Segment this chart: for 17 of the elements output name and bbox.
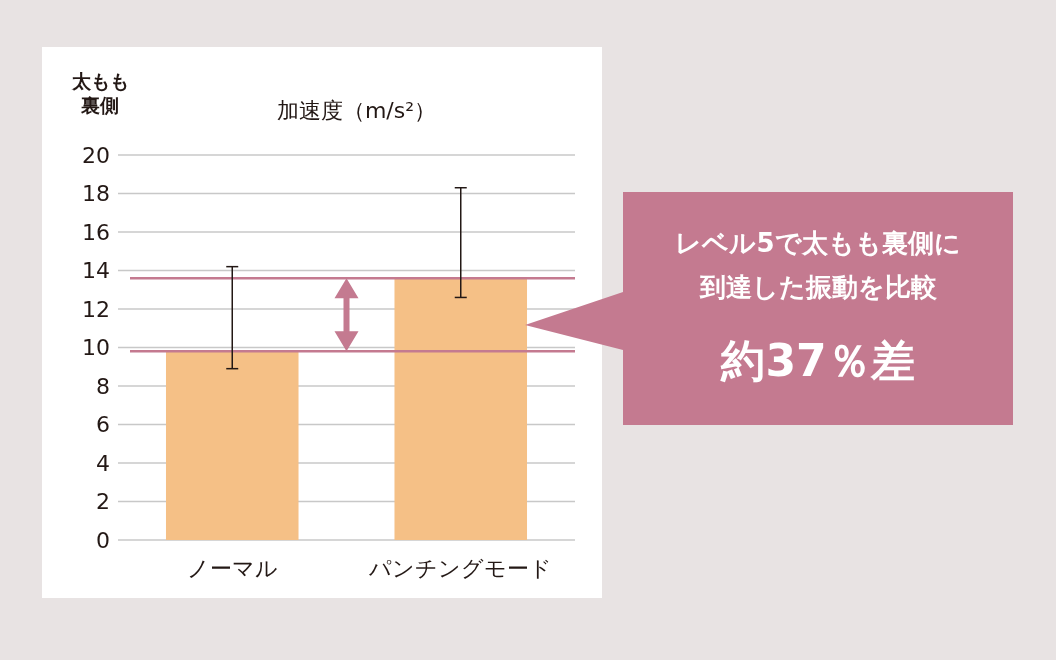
y-tick-label: 0 bbox=[96, 527, 110, 553]
y-tick-label: 6 bbox=[96, 412, 110, 437]
x-tick-label: ノーマル bbox=[186, 556, 278, 581]
y-tick-label: 10 bbox=[82, 335, 110, 360]
y-tick-label: 18 bbox=[82, 181, 110, 206]
y-tick-label: 8 bbox=[96, 373, 110, 399]
y-tick-label: 12 bbox=[82, 296, 110, 322]
y-tick-label: 14 bbox=[82, 258, 110, 283]
text: 約37％差 bbox=[720, 335, 915, 386]
y-tick-label: 16 bbox=[82, 219, 110, 245]
y-axis-title: 太もも裏側 bbox=[70, 70, 129, 116]
y-tick-label: 2 bbox=[96, 489, 110, 514]
text: レベル5で太もも裏側に到達した振動を比較 bbox=[675, 228, 961, 302]
y-tick-label: 20 bbox=[82, 142, 110, 168]
x-tick-label: パンチングモード bbox=[368, 556, 553, 581]
chart-title: 加速度（m/s²） bbox=[276, 98, 437, 123]
y-tick-label: 4 bbox=[96, 450, 110, 476]
